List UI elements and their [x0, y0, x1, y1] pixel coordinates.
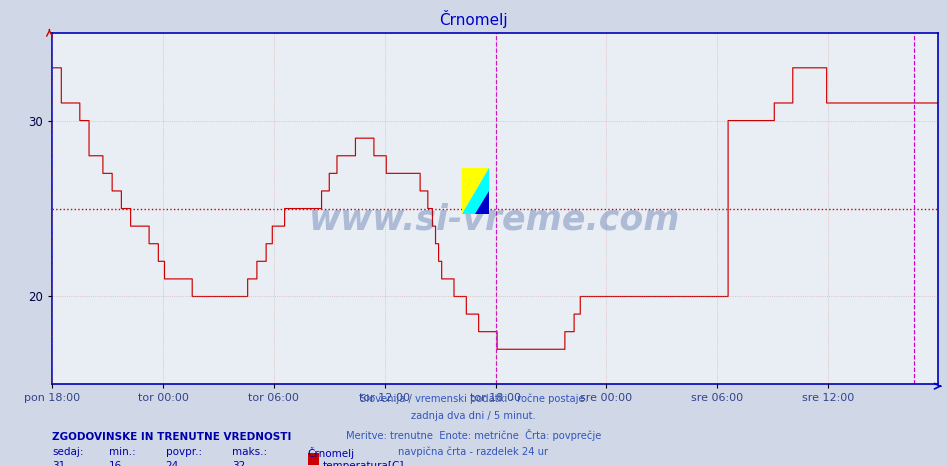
- Text: ZGODOVINSKE IN TRENUTNE VREDNOSTI: ZGODOVINSKE IN TRENUTNE VREDNOSTI: [52, 432, 292, 442]
- Text: Črnomelj: Črnomelj: [308, 447, 355, 459]
- Text: Meritve: trenutne  Enote: metrične  Črta: povprečje: Meritve: trenutne Enote: metrične Črta: …: [346, 429, 601, 441]
- Text: 16: 16: [109, 461, 122, 466]
- Text: Črnomelj: Črnomelj: [439, 10, 508, 28]
- Polygon shape: [462, 168, 489, 214]
- Text: zadnja dva dni / 5 minut.: zadnja dva dni / 5 minut.: [411, 411, 536, 421]
- Text: maks.:: maks.:: [232, 447, 267, 457]
- Polygon shape: [475, 191, 489, 214]
- Text: sedaj:: sedaj:: [52, 447, 83, 457]
- Text: www.si-vreme.com: www.si-vreme.com: [309, 202, 681, 236]
- Text: 24: 24: [166, 461, 179, 466]
- Text: temperatura[C]: temperatura[C]: [323, 461, 404, 466]
- Text: Slovenija / vremenski podatki - ročne postaje.: Slovenija / vremenski podatki - ročne po…: [360, 394, 587, 404]
- Text: 32: 32: [232, 461, 245, 466]
- Text: min.:: min.:: [109, 447, 135, 457]
- Polygon shape: [462, 168, 489, 214]
- Text: 31: 31: [52, 461, 65, 466]
- Text: povpr.:: povpr.:: [166, 447, 202, 457]
- Text: navpična črta - razdelek 24 ur: navpična črta - razdelek 24 ur: [399, 447, 548, 458]
